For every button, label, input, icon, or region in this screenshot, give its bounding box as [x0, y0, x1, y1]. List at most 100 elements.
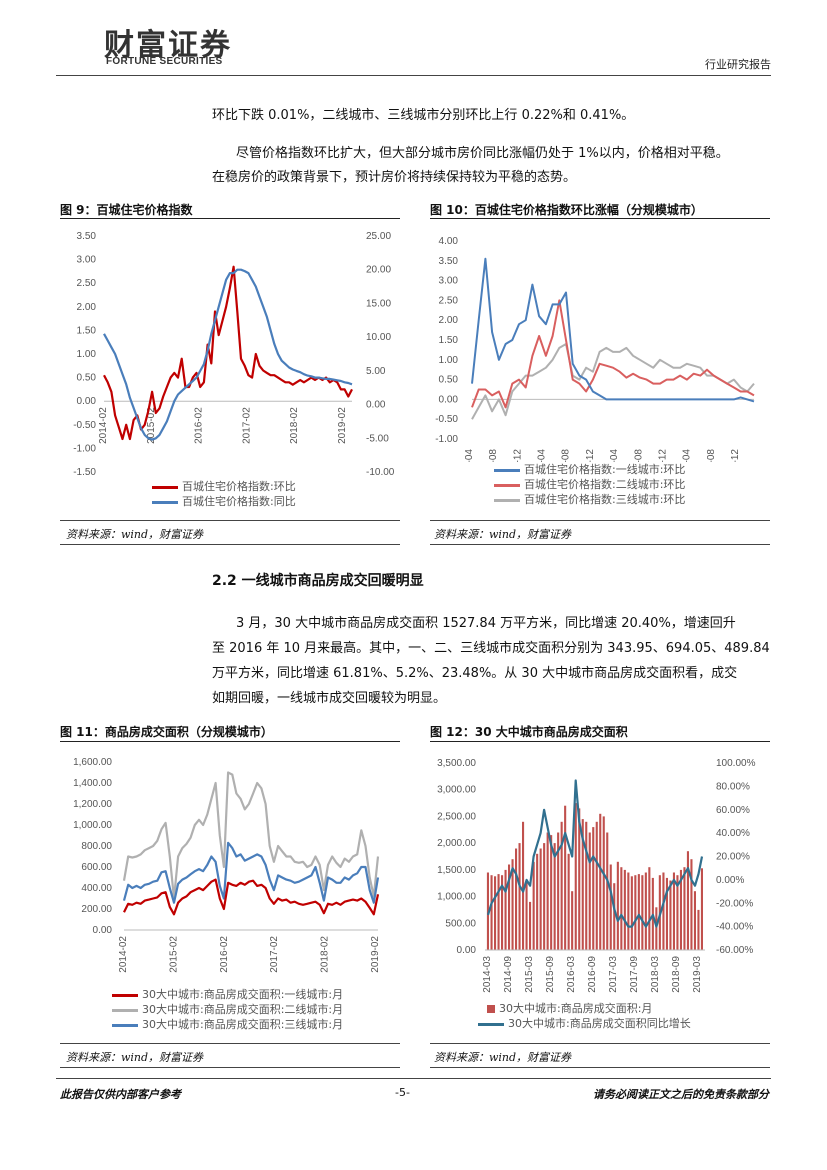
paragraph-2-line-1: 尽管价格指数环比扩大，但大部分城市房价同比涨幅仍处于 1%以内，价格相对平稳。	[236, 146, 729, 161]
legend-label: 30大中城市:商品房成交面积:月	[499, 1002, 653, 1015]
bar	[536, 853, 539, 950]
bar	[669, 880, 672, 950]
x-axis-tick-label: 2019-02	[337, 407, 348, 444]
legend-swatch	[494, 483, 520, 487]
y2-axis-tick-label: -40.00%	[716, 922, 753, 933]
y2-axis-tick-label: 80.00%	[716, 781, 750, 792]
series-line	[471, 257, 755, 403]
x-axis-tick-label: 2014-02	[98, 407, 109, 444]
legend-label: 30大中城市:商品房成交面积:二线城市:月	[142, 1003, 344, 1016]
figure-9-title: 图 9：百城住宅价格指数	[60, 203, 193, 217]
bar	[644, 872, 647, 950]
y2-axis-tick-label: -60.00%	[716, 945, 753, 956]
figure-12-title: 图 12：30 大中城市商品房成交面积	[430, 725, 628, 739]
bar	[560, 821, 563, 950]
x-axis-tick-label: 2016-08	[561, 449, 572, 462]
bar	[494, 876, 497, 950]
bar	[585, 821, 588, 950]
y-axis-tick-label: 2,500.00	[437, 811, 476, 822]
x-axis-tick-label: 2018-08	[706, 449, 717, 462]
x-axis-tick-label: 2014-02	[118, 936, 129, 973]
bar	[588, 832, 591, 950]
bar	[655, 907, 658, 950]
y-axis-tick-label: 1.00	[77, 349, 97, 360]
y-axis-tick-label: 2.50	[77, 278, 97, 289]
y-axis-tick-label: -0.50	[435, 414, 458, 425]
figure-10-bottom-rule	[430, 520, 770, 521]
legend-label: 百城住宅价格指数:二线城市:环比	[524, 478, 686, 491]
y-axis-tick-label: 600.00	[81, 862, 112, 873]
y-axis-tick-label: 1,000.00	[437, 892, 476, 903]
bar	[683, 867, 686, 950]
y-axis-tick-label: 3.50	[439, 256, 459, 267]
y-axis-tick-label: 400.00	[81, 883, 112, 894]
bar	[679, 869, 682, 950]
x-axis-tick-label: 2016-02	[194, 407, 205, 444]
legend-swatch	[487, 1005, 495, 1013]
legend-item: 30大中城市:商品房成交面积:月	[478, 1001, 691, 1016]
company-logo-english: FORTUNE SECURITIES	[106, 56, 223, 67]
legend-swatch	[112, 1008, 138, 1012]
series-line	[103, 268, 353, 441]
legend-item: 百城住宅价格指数:环比	[152, 479, 296, 494]
company-logo: 财富证券	[104, 28, 232, 63]
legend-item: 30大中城市:商品房成交面积同比增长	[478, 1016, 691, 1031]
y-axis-tick-label: 0.50	[77, 373, 97, 384]
legend-item: 百城住宅价格指数:三线城市:环比	[494, 492, 685, 507]
legend-swatch	[112, 993, 138, 997]
legend-swatch	[478, 1022, 504, 1026]
bar	[532, 861, 535, 950]
bar	[690, 859, 693, 950]
legend-item: 30大中城市:商品房成交面积:二线城市:月	[112, 1002, 343, 1017]
figure-10-source-rule	[430, 544, 770, 545]
x-axis-tick-label: 2015-04	[464, 449, 475, 462]
figure-9-source: 资料来源：wind，财富证券	[66, 528, 204, 541]
chart-fig10: 4.00 3.50 3.00 2.50 2.00 1.50 1.00 0.50 0.00 -0.5…	[435, 236, 755, 462]
bar	[529, 901, 532, 950]
bar	[567, 853, 570, 950]
paragraph-3-line-3: 万平方米，同比增速 61.81%、5.2%、23.48%。从 30 大中城市商品…	[212, 666, 738, 681]
x-axis-tick-label: 2017-02	[241, 407, 252, 444]
y-axis-tick-label: 200.00	[81, 904, 112, 915]
figure-11-bottom-rule	[60, 1043, 400, 1044]
figure-12-bottom-rule	[430, 1043, 770, 1044]
y-axis-tick-label: 3.50	[77, 231, 97, 242]
legend-swatch	[494, 498, 520, 502]
x-axis-tick-label: 2015-02	[168, 936, 179, 973]
x-axis-tick-label: 2016-03	[566, 956, 577, 993]
x-axis-tick-label: 2016-09	[587, 956, 598, 993]
legend-swatch	[112, 1023, 138, 1027]
bar	[693, 891, 696, 950]
y-axis-tick-label: -1.00	[435, 434, 458, 445]
bar	[497, 874, 500, 950]
series-line	[471, 343, 755, 420]
y2-axis-tick-label: 0.00%	[716, 875, 744, 886]
y-axis-tick-label: 2.00	[77, 302, 97, 313]
bar	[595, 821, 598, 950]
x-axis-tick-label: 2015-12	[512, 449, 523, 462]
y-axis-tick-label: 800.00	[81, 841, 112, 852]
series-line	[123, 878, 380, 916]
y-axis-tick-label: 1,600.00	[73, 757, 112, 768]
bar	[501, 875, 504, 950]
footer-disclaimer-right: 请务必阅读正文之后的免责条款部分	[593, 1088, 769, 1101]
bar	[700, 868, 703, 950]
paragraph-3-line-4: 如期回暖，一线城市成交回暖较为明显。	[212, 691, 447, 706]
figure-12-source-rule	[430, 1067, 770, 1068]
x-axis-tick-label: 2018-03	[650, 956, 661, 993]
x-axis-tick-label: 2018-09	[671, 956, 682, 993]
legend-label: 30大中城市:商品房成交面积同比增长	[508, 1017, 691, 1030]
chart-fig10-legend: 百城住宅价格指数:一线城市:环比 百城住宅价格指数:二线城市:环比 百城住宅价格…	[494, 462, 685, 507]
figure-10-source: 资料来源：wind，财富证券	[434, 528, 572, 541]
bar	[616, 861, 619, 950]
bar	[578, 808, 581, 950]
series-line	[103, 265, 353, 441]
bar	[630, 876, 633, 950]
y-axis-tick-label: 1.50	[77, 325, 97, 336]
bar	[508, 864, 511, 950]
bar	[571, 891, 574, 950]
x-axis-tick-label: 2014-09	[503, 956, 514, 993]
y2-axis-tick-label: 40.00%	[716, 828, 750, 839]
y-axis-tick-label: 2.00	[439, 315, 459, 326]
bar	[686, 851, 689, 950]
